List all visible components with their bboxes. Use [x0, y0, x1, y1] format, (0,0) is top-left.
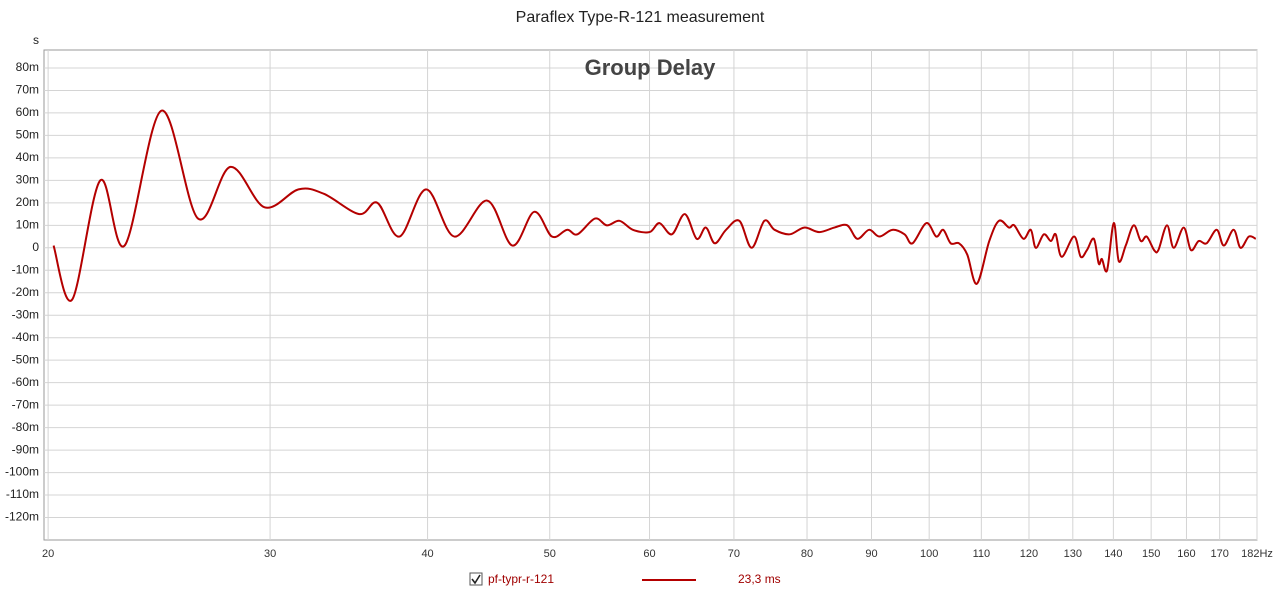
y-tick-label: -100m	[5, 465, 39, 479]
y-tick-label: 50m	[16, 128, 39, 142]
y-tick-label: 70m	[16, 83, 39, 97]
x-tick-label: 130	[1064, 548, 1082, 560]
legend-label: pf-typr-r-121	[488, 572, 554, 586]
y-tick-label: 20m	[16, 195, 39, 209]
x-tick-label: 182Hz	[1241, 548, 1273, 560]
x-tick-label: 160	[1177, 548, 1195, 560]
y-tick-label: -30m	[12, 307, 39, 321]
y-tick-label: 60m	[16, 105, 39, 119]
y-tick-label: -40m	[12, 330, 39, 344]
x-tick-label: 120	[1020, 548, 1038, 560]
y-tick-label: -70m	[12, 397, 39, 411]
y-tick-label: -50m	[12, 352, 39, 366]
x-tick-label: 20	[42, 548, 54, 560]
legend-checkbox[interactable]	[469, 572, 483, 586]
data-line	[52, 109, 1257, 302]
x-tick-label: 60	[643, 548, 655, 560]
x-tick-label: 150	[1142, 548, 1160, 560]
x-tick-label: 170	[1210, 548, 1228, 560]
y-axis-unit: s	[33, 33, 39, 47]
chart-title: Paraflex Type-R-121 measurement	[516, 9, 765, 26]
x-tick-label: 100	[920, 548, 938, 560]
y-tick-label: 80m	[16, 60, 39, 74]
y-tick-label: -60m	[12, 375, 39, 389]
x-tick-label: 140	[1104, 548, 1122, 560]
y-tick-label: -10m	[12, 262, 39, 276]
y-tick-label: -90m	[12, 442, 39, 456]
checkbox-check	[471, 574, 481, 585]
y-tick-label: -20m	[12, 285, 39, 299]
y-tick-label: -120m	[5, 510, 39, 524]
y-tick-label: 0	[32, 240, 39, 254]
x-tick-label: 80	[801, 548, 813, 560]
plot-subtitle: Group Delay	[585, 55, 717, 80]
plot-area	[43, 49, 1258, 541]
y-tick-label: 30m	[16, 173, 39, 187]
x-tick-label: 110	[973, 548, 991, 560]
y-tick-label: 10m	[16, 217, 39, 231]
legend-value: 23,3 ms	[738, 572, 781, 586]
x-tick-label: 40	[421, 548, 433, 560]
x-tick-label: 50	[544, 548, 556, 560]
x-tick-label: 30	[264, 548, 276, 560]
x-tick-label: 90	[865, 548, 877, 560]
y-tick-label: -110m	[6, 487, 39, 501]
y-tick-label: 40m	[16, 150, 39, 164]
y-tick-label: -80m	[12, 420, 39, 434]
grid	[44, 50, 1258, 540]
x-tick-label: 70	[728, 548, 740, 560]
